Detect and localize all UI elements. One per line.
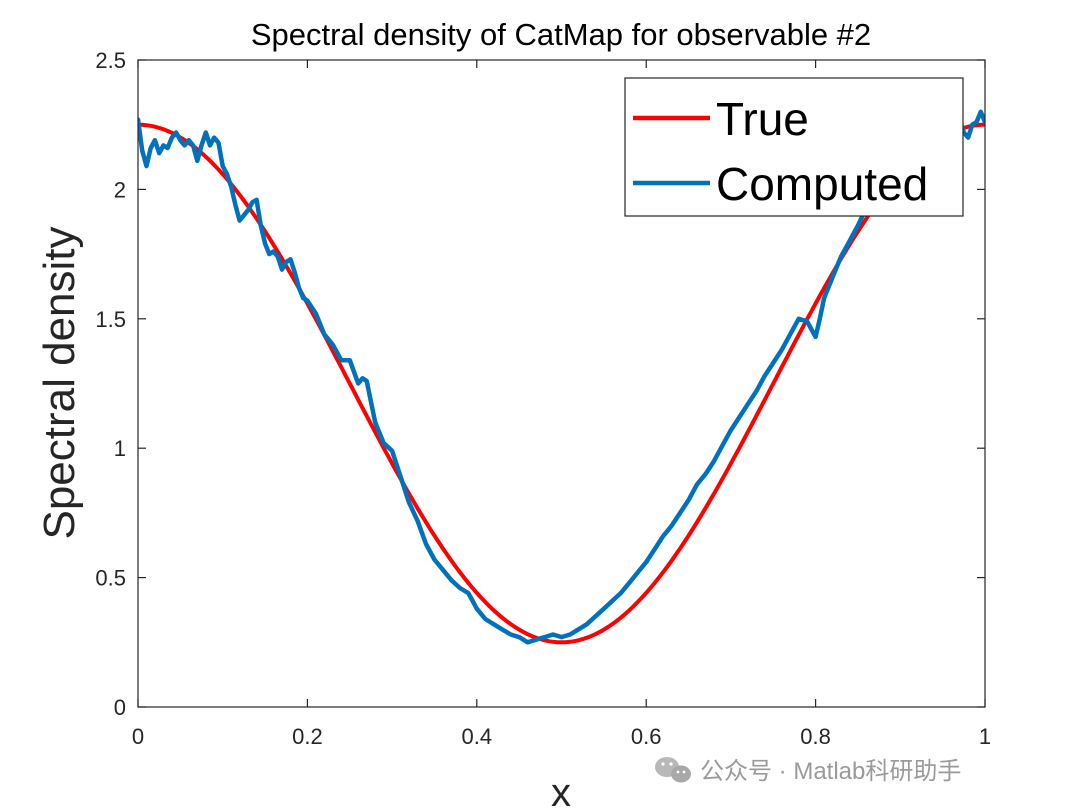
plot-area — [138, 109, 985, 645]
x-axis: 0 0.2 0.4 0.6 0.8 1 — [132, 60, 991, 749]
legend-label-true: True — [716, 93, 809, 145]
legend: True Computed — [624, 77, 964, 217]
y-tick-label: 1.5 — [95, 307, 126, 332]
y-tick-label: 0.5 — [95, 566, 126, 591]
x-tick-label: 1 — [979, 724, 991, 749]
watermark: 公众号 · Matlab科研助手 — [655, 757, 961, 785]
watermark-text: 公众号 · Matlab科研助手 — [700, 758, 961, 785]
chart-title: Spectral density of CatMap for observabl… — [251, 17, 871, 52]
x-tick-label: 0.2 — [292, 724, 323, 749]
legend-box — [624, 77, 964, 217]
legend-label-computed: Computed — [716, 158, 928, 210]
series-line-computed — [138, 109, 985, 645]
x-tick-label: 0.8 — [800, 724, 831, 749]
y-axis-label: Spectral density — [35, 226, 84, 539]
wechat-icon — [655, 757, 691, 783]
axes-box — [137, 59, 986, 708]
y-tick-label: 0 — [114, 695, 126, 720]
x-axis-label: x — [551, 771, 571, 812]
x-tick-label: 0.6 — [631, 724, 662, 749]
y-tick-label: 2.5 — [95, 48, 126, 73]
x-tick-label: 0.4 — [462, 724, 493, 749]
y-tick-label: 2 — [114, 177, 126, 202]
x-tick-label: 0 — [132, 724, 144, 749]
y-tick-label: 1 — [114, 436, 126, 461]
y-axis: 0 0.5 1 1.5 2 2.5 — [95, 48, 985, 720]
